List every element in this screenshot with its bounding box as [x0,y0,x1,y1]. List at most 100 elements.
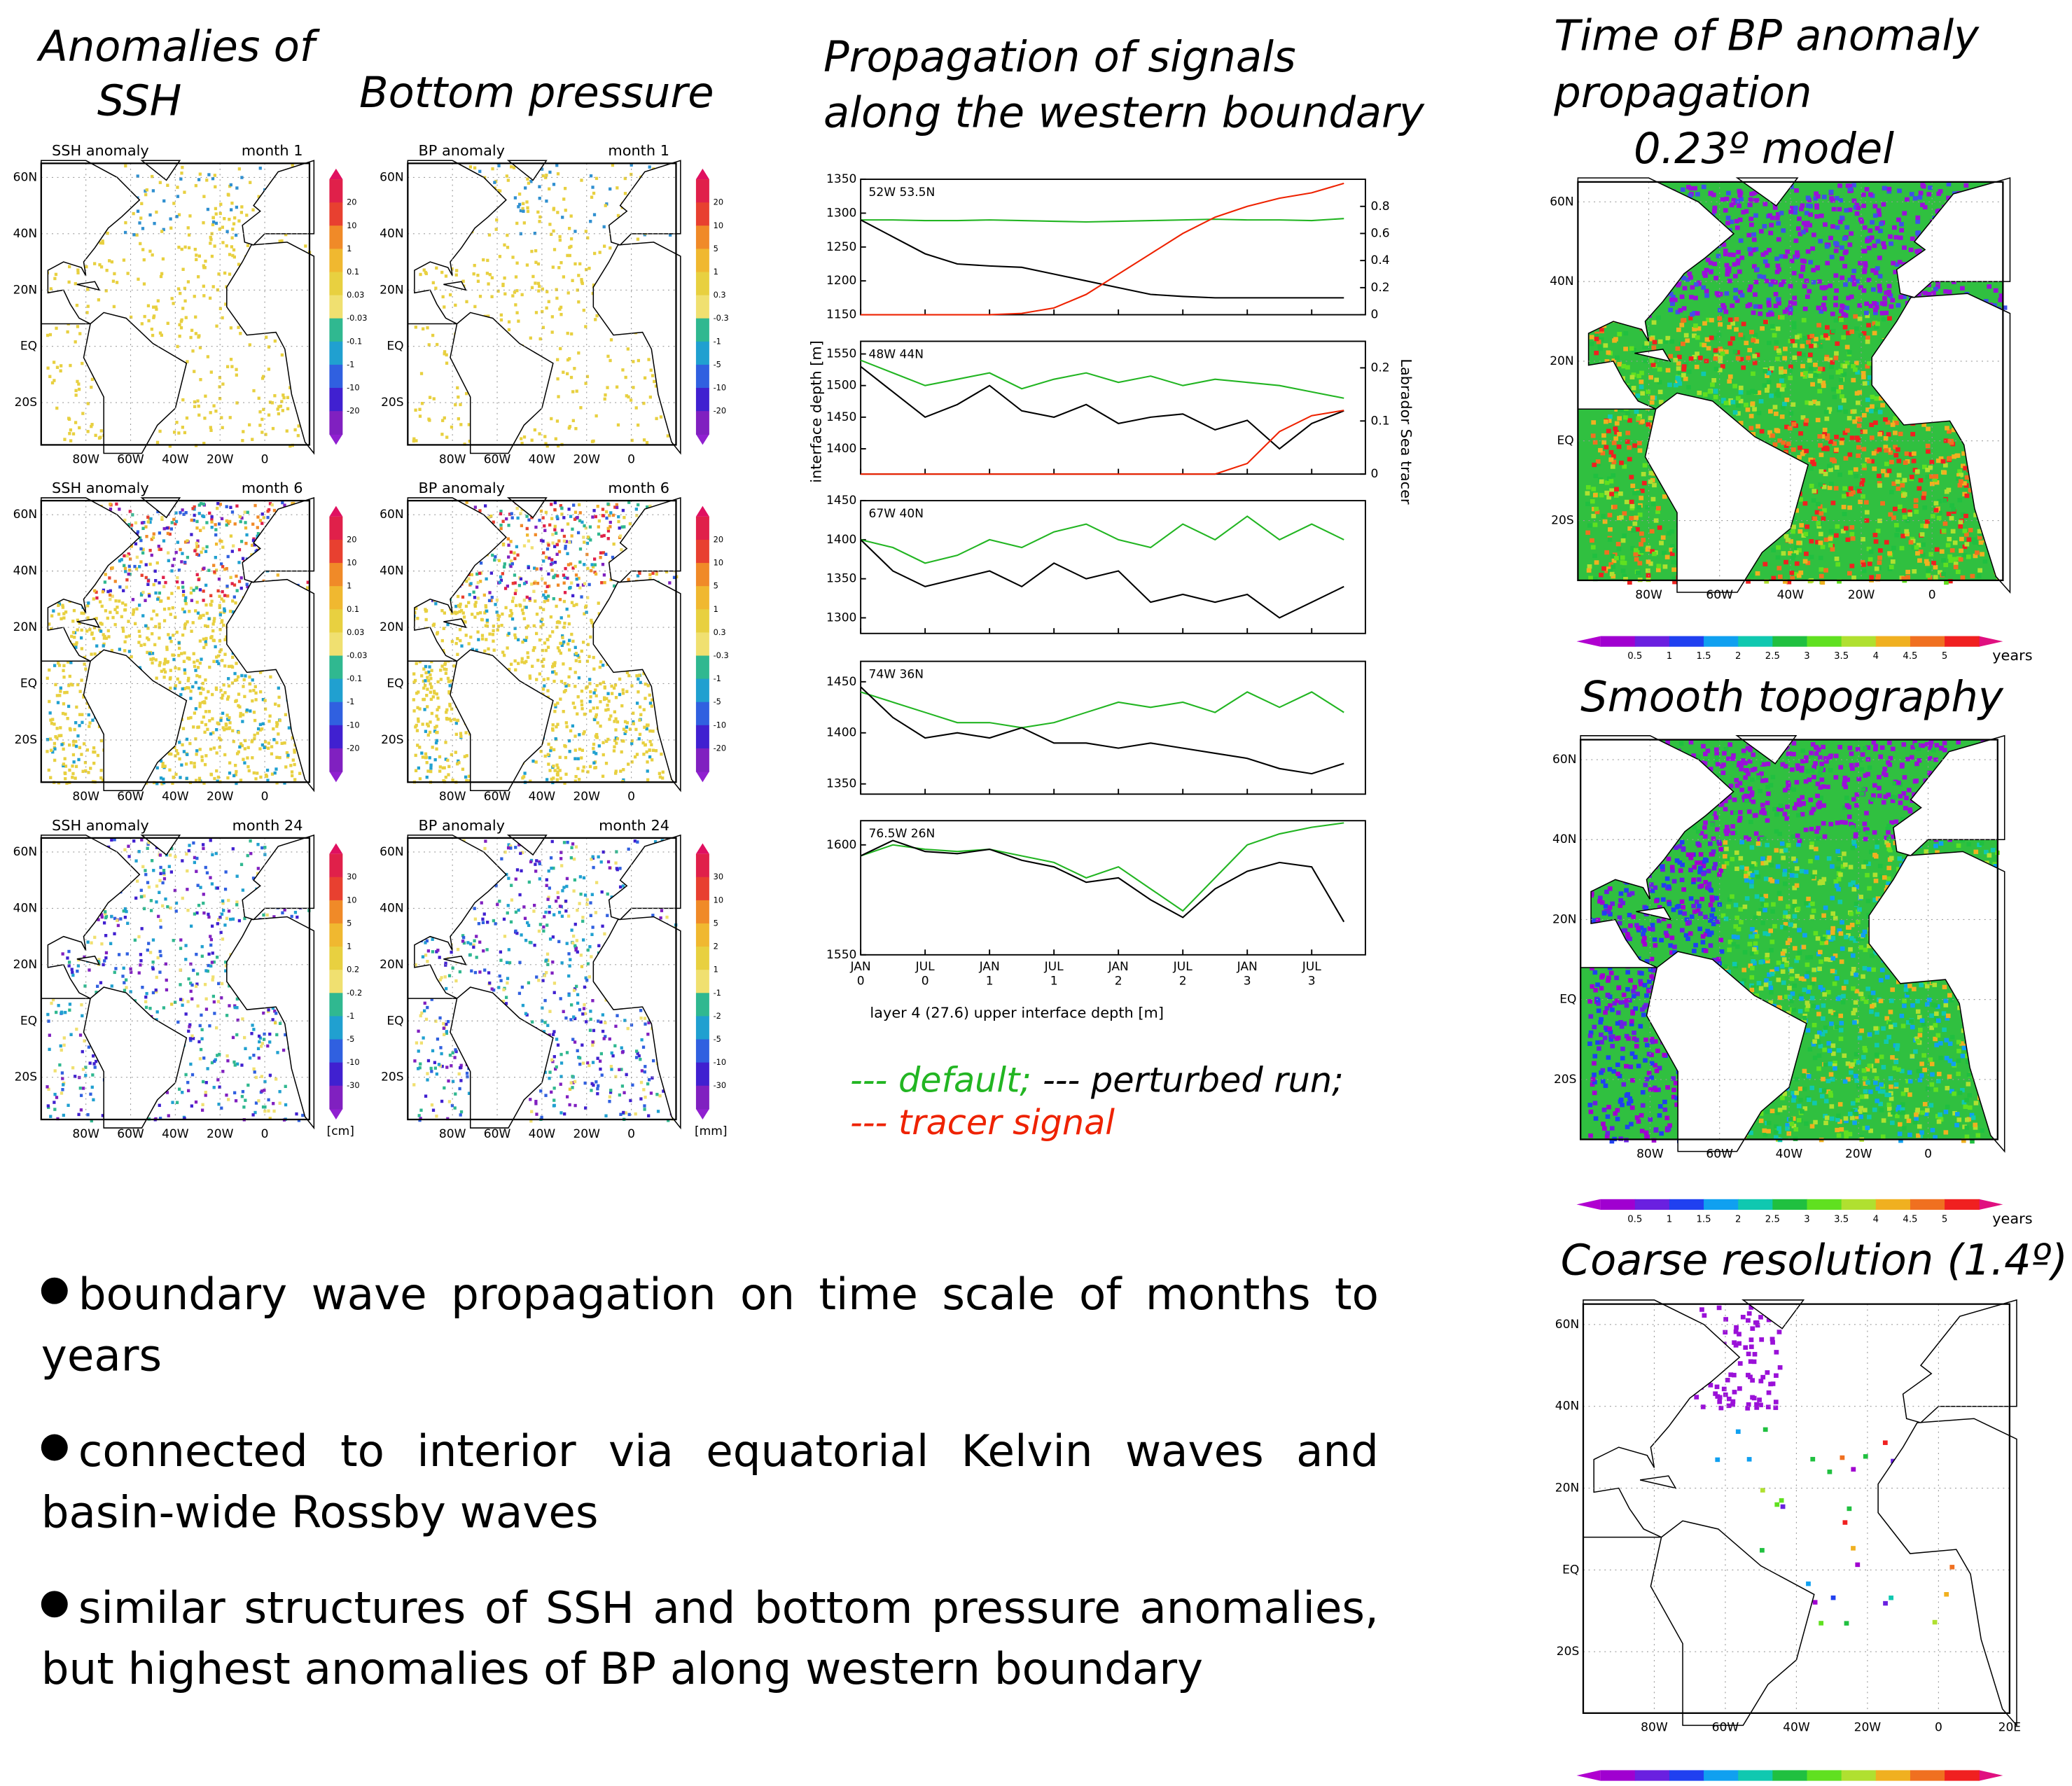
map-cell [143,282,146,285]
map-cell [193,514,196,517]
map-cell [218,1085,221,1088]
map-cell [216,502,219,505]
map-cell [568,426,571,429]
map-cell [158,636,160,639]
map-cell [156,598,159,601]
map-cell [465,300,468,303]
colorbar-arrow [696,772,709,782]
map-cell [111,984,113,987]
map-cell [101,605,104,608]
map-cell [557,395,559,398]
map-cell [455,273,458,276]
lon-label: 60W [117,790,144,804]
map-cell [252,1068,255,1070]
map-cell [606,355,609,358]
map-cell [596,684,599,687]
map-cell [178,758,181,760]
map-cell [145,563,148,566]
map-cell [589,695,592,698]
map-cell [193,665,196,668]
map-cell [511,516,514,519]
map-cell [643,708,646,711]
map-cell [557,172,559,175]
colorbar-label: -0.3 [714,650,729,660]
map-cell [55,327,57,330]
map-cell [288,726,291,729]
map-cell [209,594,212,597]
map-cell [547,573,550,575]
map-cell [124,221,127,224]
map-cell [573,706,576,709]
map-cell [574,671,577,674]
map-cell [562,573,565,576]
map-cell [172,606,174,609]
map-cell [204,260,207,263]
map-cell [577,274,580,277]
map-cell [499,512,502,515]
map-cell [568,648,571,651]
map-cell [614,772,617,774]
lon-label: 20W [573,790,600,804]
map-cell [607,537,610,540]
map-cell [238,919,241,922]
map-cell [585,686,587,689]
map-cell [153,222,155,225]
colorbar-segment [329,540,342,564]
map-cell [83,662,85,665]
map-cell [550,558,553,561]
map-cell [107,635,110,638]
map-cell [226,365,229,368]
map-cell [543,524,545,527]
map-cell [196,659,199,662]
colorbar-segment [329,295,342,319]
map-cell [522,202,524,205]
map-cell [286,754,289,757]
map-cell [159,872,162,874]
map-cell [202,566,205,569]
map-cell [102,242,104,244]
map-cell [448,718,451,720]
map-cell [76,268,79,271]
map-cell [138,565,141,568]
panel-title: BP anomaly [418,480,505,496]
map-cell [87,601,90,604]
map-cell [48,1048,50,1051]
map-cell [578,503,580,506]
map-cell [112,279,115,282]
map-cell [87,771,90,774]
map-cell [249,839,251,842]
map-cell [463,615,466,618]
map-cell [113,272,116,275]
map-cell [186,686,188,689]
map-cell [155,307,158,310]
map-cell [80,1094,83,1096]
map-cell [485,610,488,613]
map-cell [577,531,580,534]
map-cell [603,225,606,228]
panel-title: BP anomaly [418,142,505,159]
map-cell [445,354,448,356]
map-cell [198,255,201,258]
map-cell [258,747,261,750]
map-cell [515,275,517,278]
map-cell [459,735,462,738]
map-cell [534,428,536,431]
map-cell [225,505,228,508]
map-cell [148,1007,151,1010]
map-cell [534,232,536,235]
map-cell [202,646,205,649]
map-cell [192,842,195,844]
map-cell [567,508,570,510]
map-cell [592,761,595,764]
map-cell [509,540,512,543]
map-cell [214,533,217,536]
map-cell [473,615,476,618]
map-cell [454,304,457,307]
map-cell [240,176,243,179]
map-cell [424,665,427,668]
map-cell [266,516,269,519]
map-cell [556,778,559,781]
map-cell [556,358,559,361]
map-cell [194,248,197,251]
map-cell [502,543,505,546]
